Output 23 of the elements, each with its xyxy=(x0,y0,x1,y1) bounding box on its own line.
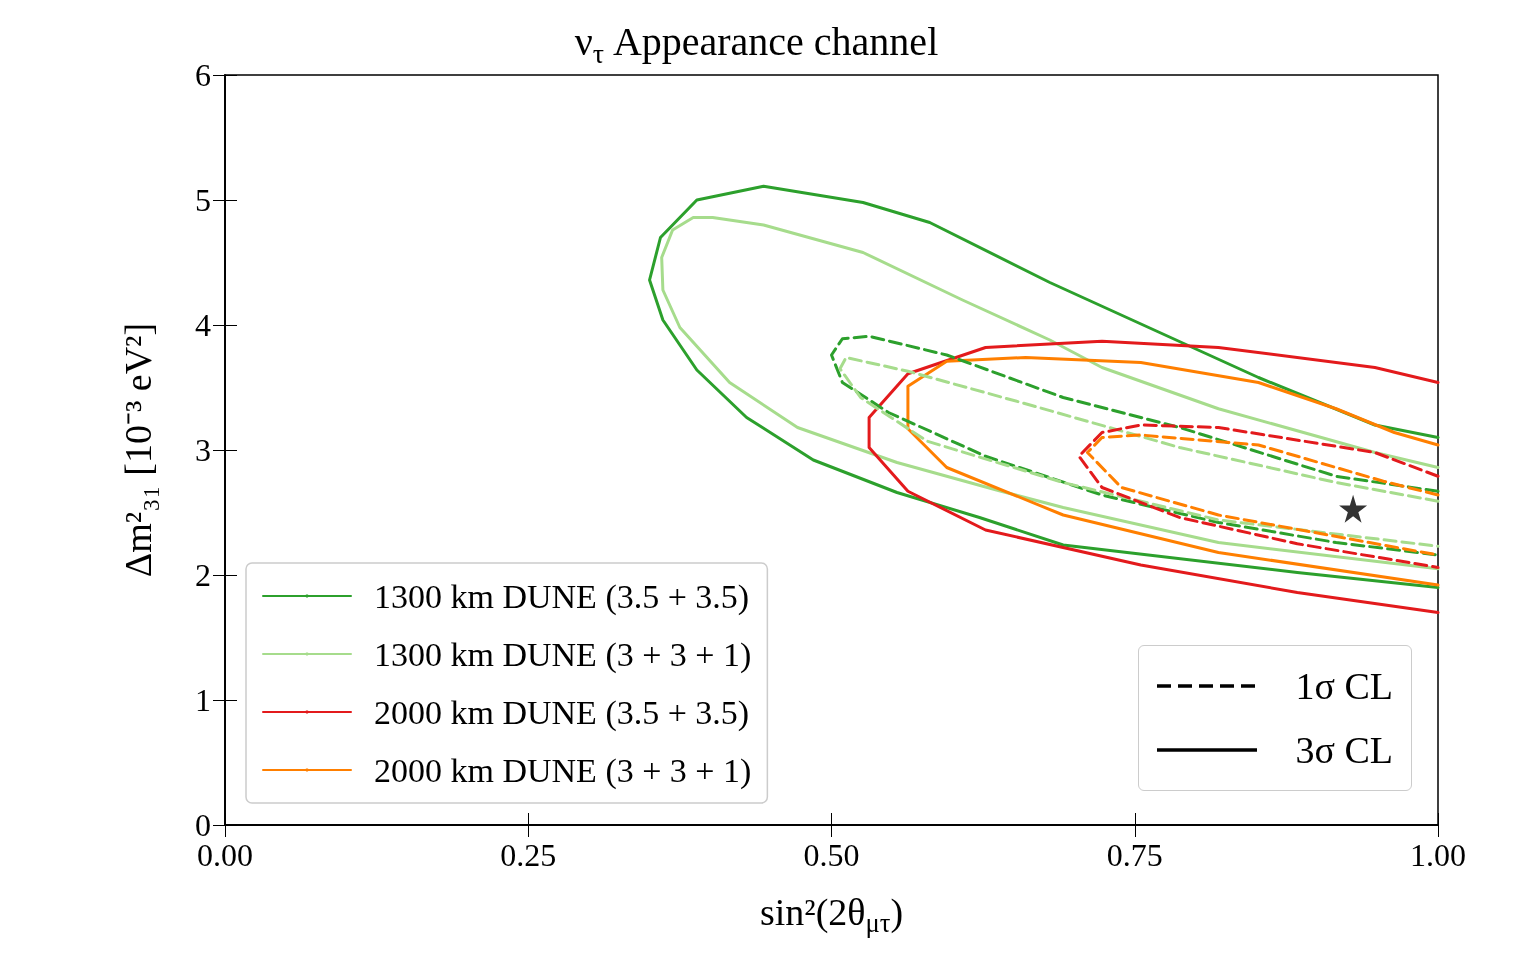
legend-label: 2000 km DUNE (3 + 3 + 1) xyxy=(374,751,752,790)
line-series xyxy=(1085,433,1440,557)
line-series xyxy=(867,339,1440,614)
line-series xyxy=(830,334,1440,557)
line-series xyxy=(1077,423,1440,569)
x-tick-label: 0.50 xyxy=(803,837,860,873)
y-tick-label: 2 xyxy=(195,557,211,593)
line-series xyxy=(838,356,1440,548)
y-tick-label: 3 xyxy=(195,432,211,468)
y-tick-label: 5 xyxy=(195,182,211,218)
annotation: 3σ CL xyxy=(1295,728,1393,772)
y-tick-label: 4 xyxy=(195,307,211,343)
line-series xyxy=(906,356,1440,587)
legend-label: 2000 km DUNE (3.5 + 3.5) xyxy=(374,693,750,732)
y-tick-label: 1 xyxy=(195,682,211,718)
y-tick-label: 6 xyxy=(195,57,211,93)
annotation: 1σ CL xyxy=(1295,664,1393,708)
x-tick-label: 0.75 xyxy=(1106,837,1163,873)
x-tick-label: 1.00 xyxy=(1410,837,1466,873)
legend-label: 1300 km DUNE (3 + 3 + 1) xyxy=(374,635,752,674)
legend-label: 1300 km DUNE (3.5 + 3.5) xyxy=(374,577,750,616)
x-tick-label: 0.25 xyxy=(500,837,557,873)
y-axis-title: Δm²₃₁ [10⁻³ eV²] xyxy=(117,322,160,578)
